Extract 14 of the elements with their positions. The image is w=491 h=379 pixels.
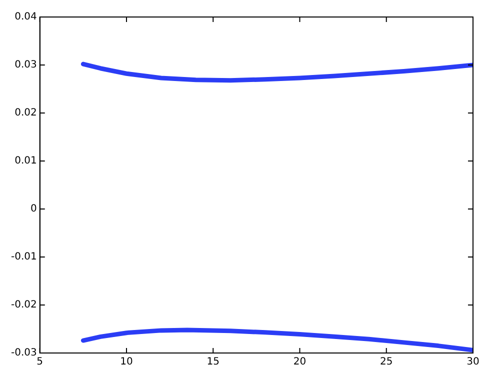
x-tick-label: 10: [120, 356, 133, 368]
x-tick-label: 5: [36, 356, 44, 368]
x-tick-label: 15: [206, 356, 220, 368]
y-tick-label: 0: [30, 204, 37, 215]
y-tick-label: -0.03: [11, 348, 37, 359]
x-tick-label: 30: [466, 356, 480, 368]
y-tick-label: -0.02: [11, 300, 37, 311]
y-tick-label: -0.01: [11, 252, 37, 263]
x-tick-label: 25: [380, 356, 393, 368]
x-tick-label: 20: [293, 356, 306, 368]
y-tick-label: 0.01: [14, 156, 37, 167]
y-tick-label: 0.02: [14, 108, 37, 119]
y-tick-label: 0.03: [14, 60, 37, 71]
y-tick-label: 0.04: [14, 12, 37, 23]
